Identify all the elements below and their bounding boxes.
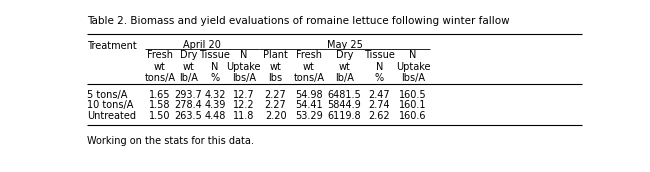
Text: N
Uptake
lbs/A: N Uptake lbs/A [226, 50, 261, 83]
Text: 54.41: 54.41 [295, 100, 323, 110]
Text: N
Uptake
lbs/A: N Uptake lbs/A [396, 50, 430, 83]
Text: 160.5: 160.5 [399, 90, 427, 100]
Text: 2.47: 2.47 [369, 90, 390, 100]
Text: Tissue
N
%: Tissue N % [200, 50, 230, 83]
Text: 2.27: 2.27 [265, 90, 287, 100]
Text: Dry
wt
lb/A: Dry wt lb/A [179, 50, 198, 83]
Text: Dry
wt
lb/A: Dry wt lb/A [335, 50, 354, 83]
Text: 293.7: 293.7 [174, 90, 202, 100]
Text: 2.62: 2.62 [369, 111, 390, 121]
Text: 10 tons/A: 10 tons/A [88, 100, 134, 110]
Text: Table 2. Biomass and yield evaluations of romaine lettuce following winter fallo: Table 2. Biomass and yield evaluations o… [86, 16, 510, 26]
Text: Working on the stats for this data.: Working on the stats for this data. [86, 136, 254, 146]
Text: 1.50: 1.50 [150, 111, 171, 121]
Text: 53.29: 53.29 [295, 111, 323, 121]
Text: 278.4: 278.4 [174, 100, 202, 110]
Text: Untreated: Untreated [88, 111, 136, 121]
Text: 54.98: 54.98 [295, 90, 323, 100]
Text: 1.65: 1.65 [150, 90, 171, 100]
Text: 5844.9: 5844.9 [328, 100, 361, 110]
Text: May 25: May 25 [327, 40, 363, 50]
Text: 4.39: 4.39 [204, 100, 226, 110]
Text: 2.74: 2.74 [369, 100, 390, 110]
Text: Fresh
wt
tons/A: Fresh wt tons/A [144, 50, 176, 83]
Text: 2.20: 2.20 [265, 111, 287, 121]
Text: April 20: April 20 [183, 40, 221, 50]
Text: 12.7: 12.7 [233, 90, 254, 100]
Text: 11.8: 11.8 [233, 111, 254, 121]
Text: 263.5: 263.5 [174, 111, 202, 121]
Text: Treatment: Treatment [88, 41, 137, 51]
Text: 2.27: 2.27 [265, 100, 287, 110]
Text: 160.1: 160.1 [399, 100, 427, 110]
Text: 1.58: 1.58 [150, 100, 171, 110]
Text: 5 tons/A: 5 tons/A [88, 90, 128, 100]
Text: 6119.8: 6119.8 [328, 111, 361, 121]
Text: Fresh
wt
tons/A: Fresh wt tons/A [294, 50, 324, 83]
Text: 4.48: 4.48 [204, 111, 226, 121]
Text: 6481.5: 6481.5 [328, 90, 361, 100]
Text: Plant
wt
lbs: Plant wt lbs [263, 50, 288, 83]
Text: 4.32: 4.32 [204, 90, 226, 100]
Text: 12.2: 12.2 [233, 100, 254, 110]
Text: Tissue
N
%: Tissue N % [364, 50, 395, 83]
Text: 160.6: 160.6 [399, 111, 427, 121]
